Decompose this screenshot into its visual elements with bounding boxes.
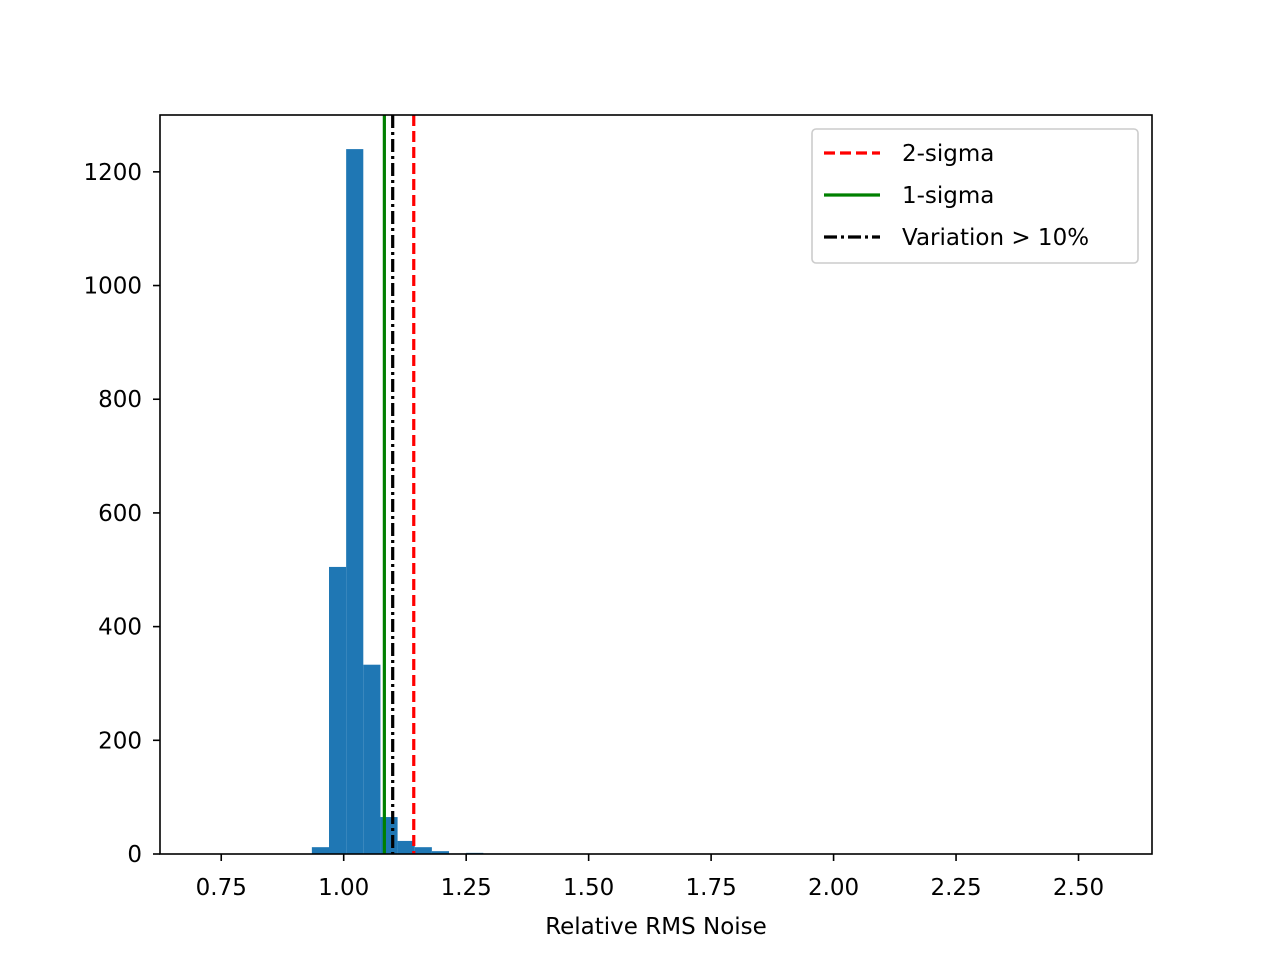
legend-box xyxy=(811,128,1139,264)
histogram-bar-7 xyxy=(431,851,450,854)
x-tick-label: 1.75 xyxy=(686,875,737,901)
x-tick-label: 2.00 xyxy=(808,875,859,901)
bars-layer xyxy=(311,149,501,855)
reference-lines-layer xyxy=(382,115,416,854)
legend: 2-sigma 1-sigma Variation > 10% xyxy=(811,128,1139,264)
y-tick-label: 400 xyxy=(98,615,142,641)
y-tick-label: 0 xyxy=(127,842,142,868)
plot-frame xyxy=(159,114,1153,855)
legend-label: 1-sigma xyxy=(902,183,994,209)
y-axis-ticks: 0 200 400 600 800 1000 1200 xyxy=(83,160,160,868)
histogram-bar-6 xyxy=(414,847,432,854)
histogram-bar-2 xyxy=(346,149,364,855)
x-tick-label: 0.75 xyxy=(196,875,247,901)
y-tick-label: 800 xyxy=(98,387,142,413)
histogram-bar-3 xyxy=(363,664,381,854)
histogram-bar-1 xyxy=(329,566,347,854)
x-tick-label: 1.25 xyxy=(441,875,492,901)
x-tick-label: 2.50 xyxy=(1053,875,1104,901)
x-axis-label: Relative RMS Noise xyxy=(545,914,767,940)
x-tick-label: 1.50 xyxy=(563,875,614,901)
histogram-bar-0 xyxy=(311,847,330,854)
x-tick-label: 2.25 xyxy=(930,875,981,901)
x-tick-label: 1.00 xyxy=(318,875,369,901)
histogram-bar-5 xyxy=(397,840,415,854)
y-tick-label: 1200 xyxy=(83,160,142,186)
x-axis-ticks: 0.75 1.00 1.25 1.50 1.75 2.00 2.25 2.50 xyxy=(196,854,1104,901)
y-tick-label: 1000 xyxy=(83,274,142,300)
legend-label: Variation > 10% xyxy=(902,225,1089,251)
y-tick-label: 600 xyxy=(98,501,142,527)
legend-label: 2-sigma xyxy=(902,141,994,167)
y-tick-label: 200 xyxy=(98,728,142,754)
